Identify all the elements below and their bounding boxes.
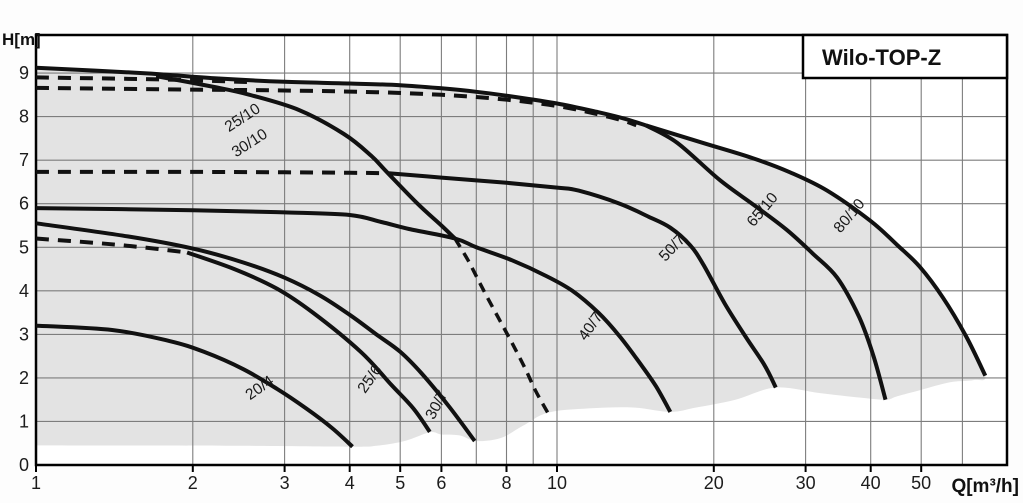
y-tick-label-4: 4 [19, 281, 29, 301]
y-tick-label-1: 1 [19, 411, 29, 431]
x-tick-label-2: 2 [188, 473, 198, 493]
curve-20-4 [35, 323, 354, 449]
curve-25-10-30-10-ext [453, 237, 550, 414]
y-tick-label-8: 8 [19, 107, 29, 127]
y-tick-label-6: 6 [19, 194, 29, 214]
x-tick-label-3: 3 [280, 473, 290, 493]
y-tick-label-5: 5 [19, 237, 29, 257]
plot-border [34, 33, 1009, 467]
curve-30-7 [35, 221, 477, 443]
x-tick-label-40: 40 [861, 473, 881, 493]
curve-25-6-dashed-start [35, 236, 188, 255]
x-tick-label-5: 5 [395, 473, 405, 493]
x-axis-ticks: 1 2 3 4 5 6 8 10 20 30 40 50 [31, 465, 931, 493]
x-tick-label-10: 10 [547, 473, 567, 493]
curve-25-6 [186, 250, 432, 434]
chart-title: Wilo-TOP-Z [822, 45, 941, 70]
x-tick-label-8: 8 [501, 473, 511, 493]
title-box-frame [801, 33, 1009, 80]
x-tick-label-1: 1 [31, 473, 41, 493]
operating-envelope [36, 67, 986, 447]
curve-40-7 [35, 206, 673, 413]
x-tick-label-6: 6 [436, 473, 446, 493]
x-axis-label: Q[m³/h] [951, 476, 1019, 497]
x-tick-label-20: 20 [704, 473, 724, 493]
curve-envelope-top [35, 65, 647, 128]
y-tick-label-7: 7 [19, 150, 29, 170]
x-tick-label-4: 4 [345, 473, 355, 493]
pump-curves [35, 65, 988, 449]
curve-50-7 [388, 171, 778, 389]
y-tick-label-9: 9 [19, 63, 29, 83]
title-box: Wilo-TOP-Z [801, 33, 1009, 80]
curve-top-dashed-2 [35, 85, 638, 128]
curve-flat-dashed-7m [35, 169, 388, 176]
x-tick-label-30: 30 [796, 473, 816, 493]
curve-65-10 [644, 123, 888, 401]
x-tick-label-50: 50 [911, 473, 931, 493]
curve-25-10-30-10 [155, 74, 457, 240]
curve-80-10 [645, 123, 988, 377]
envelope-fill [36, 67, 986, 447]
y-tick-label-2: 2 [19, 368, 29, 388]
y-axis-ticks: 0 1 2 3 4 5 6 7 8 9 [19, 63, 29, 475]
y-tick-label-0: 0 [19, 455, 29, 475]
y-tick-label-3: 3 [19, 324, 29, 344]
y-axis-label: H[m] [2, 30, 41, 49]
curve-top-dashed-1 [35, 75, 253, 85]
